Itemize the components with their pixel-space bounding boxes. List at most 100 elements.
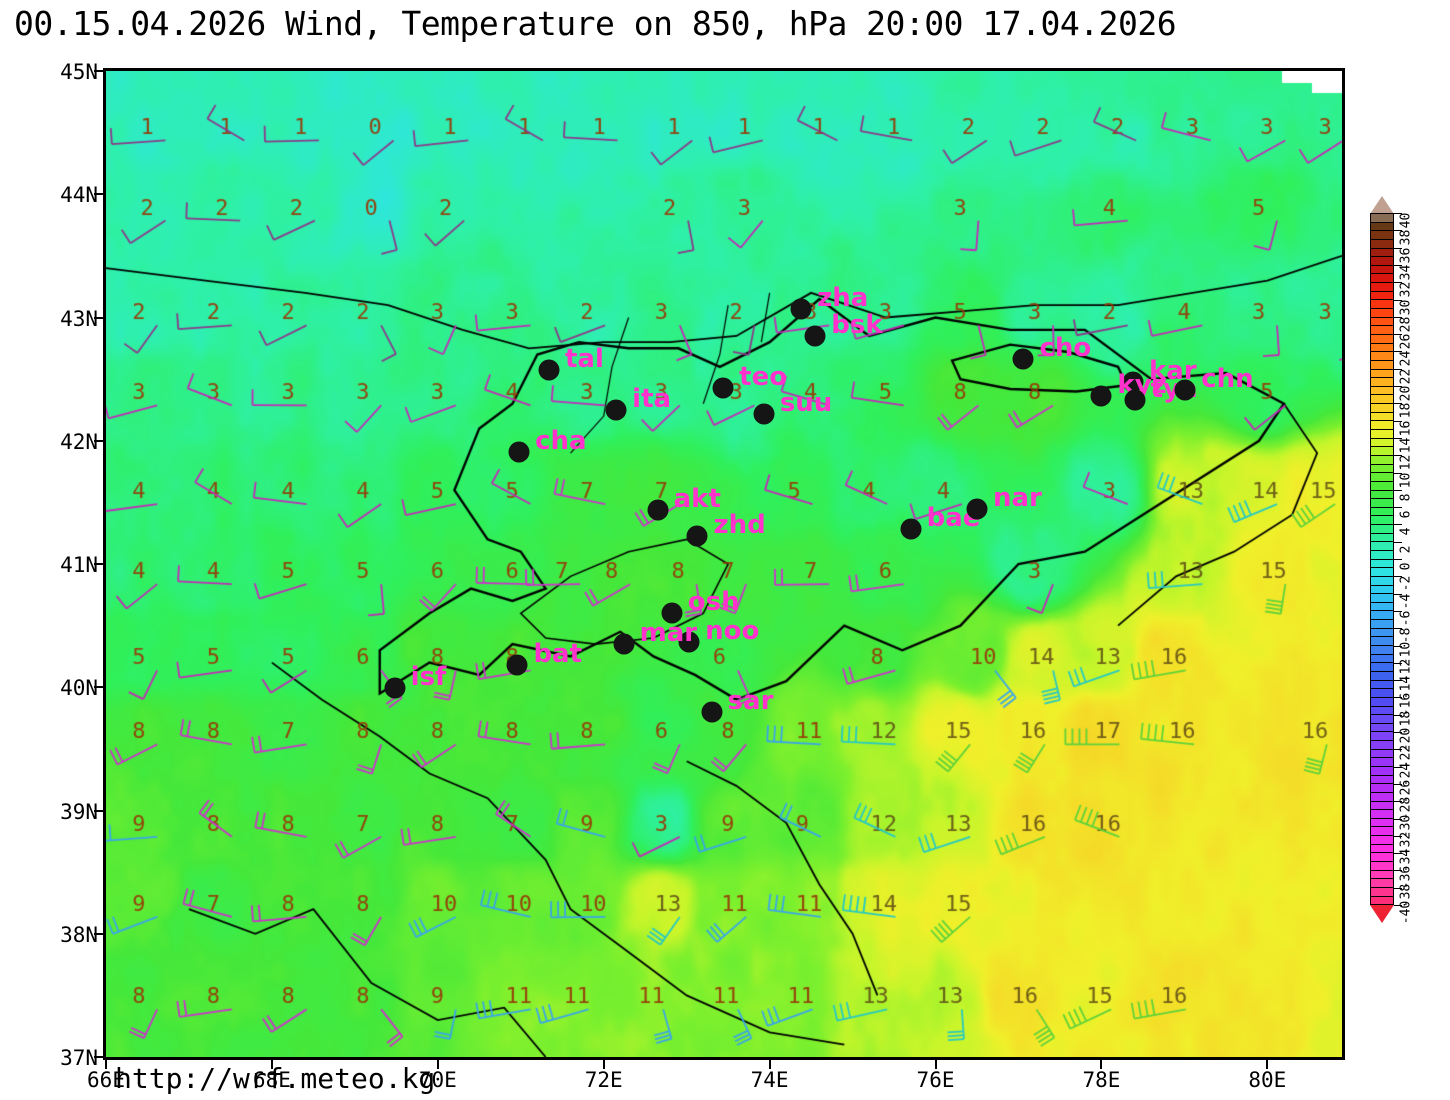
lon-tick-label: 80E (1248, 1068, 1287, 1092)
colorbar-under-arrow (1370, 905, 1394, 923)
colorbar-cell (1371, 309, 1393, 318)
colorbar-tick (1394, 213, 1402, 214)
city-marker-bat[interactable] (506, 654, 528, 676)
colorbar-tick-label: 8 (1398, 493, 1414, 502)
colorbar-cell (1371, 767, 1393, 776)
city-marker-tal[interactable] (538, 359, 560, 381)
city-marker-nar[interactable] (966, 498, 988, 520)
colorbar-tick (1394, 247, 1402, 249)
colorbar-cell (1371, 542, 1393, 551)
city-marker-tya[interactable] (1124, 389, 1146, 411)
city-marker-kar[interactable] (1122, 371, 1144, 393)
colorbar-tick-label: 32 (1398, 281, 1414, 298)
city-marker-isf[interactable] (384, 677, 406, 699)
city-marker-suu[interactable] (753, 403, 775, 425)
colorbar-tick (1394, 334, 1402, 336)
colorbar-tick-label: 30 (1398, 299, 1414, 315)
colorbar-tick (1394, 524, 1402, 526)
city-label-chn: chn (1201, 364, 1254, 395)
colorbar-cell (1371, 741, 1393, 750)
colorbar-cell (1371, 231, 1393, 240)
colorbar-cell (1371, 516, 1393, 526)
colorbar-tick (1394, 316, 1402, 318)
city-marker-cha[interactable] (508, 441, 530, 463)
city-marker-sar[interactable] (701, 701, 723, 723)
colorbar-cell (1371, 585, 1393, 595)
lon-tick-label: 74E (750, 1068, 789, 1092)
lat-tick-label: 38N (60, 922, 98, 947)
colorbar-tick (1394, 437, 1402, 439)
lon-tick-mark (105, 1060, 107, 1069)
colorbar-cell (1371, 421, 1393, 431)
colorbar-cell (1371, 697, 1393, 707)
colorbar-tick (1394, 766, 1402, 768)
colorbar-tick (1394, 559, 1402, 560)
colorbar-cell (1371, 404, 1393, 413)
colorbar-cell (1371, 257, 1393, 266)
city-marker-bae[interactable] (900, 518, 922, 540)
colorbar-tick (1394, 749, 1402, 751)
colorbar-tick-label: 16 (1398, 420, 1414, 436)
colorbar-cell (1371, 576, 1393, 586)
city-marker-noo[interactable] (678, 631, 700, 653)
lat-tick-mark (94, 932, 103, 935)
colorbar-cell (1371, 473, 1393, 482)
colorbar-cell (1371, 732, 1393, 742)
city-label-ita: ita (632, 383, 672, 414)
city-marker-teo[interactable] (712, 377, 734, 399)
city-marker-ita[interactable] (605, 399, 627, 421)
colorbar-cell (1371, 715, 1393, 724)
colorbar-tick (1394, 472, 1402, 474)
colorbar-cell (1371, 550, 1393, 560)
colorbar-tick-label: 36 (1398, 247, 1414, 263)
city-marker-akt[interactable] (647, 499, 669, 521)
city-marker-kyz[interactable] (1090, 385, 1112, 407)
temperature-colorbar[interactable]: 40 38 36 34 32 30 28 26 24 22 20 18 16 14 12 10 8 6 4 2 0 -2-… (1370, 196, 1448, 924)
city-marker-zhd[interactable] (686, 525, 708, 547)
colorbar-tick-label: 14 (1398, 437, 1414, 454)
lon-tick-mark (1100, 1060, 1103, 1069)
colorbar-ticks: 40 38 36 34 32 30 28 26 24 22 20 18 16 14 12 10 8 6 4 2 0 -2-… (1394, 213, 1414, 924)
city-marker-zha[interactable] (790, 298, 812, 320)
colorbar-cell (1371, 827, 1393, 837)
colorbar-tick-label: 6 (1398, 510, 1414, 519)
colorbar-cell (1371, 671, 1393, 681)
colorbar-tick (1394, 887, 1402, 889)
colorbar-tick (1394, 351, 1402, 353)
colorbar-tick (1394, 783, 1402, 785)
colorbar-cell (1371, 395, 1393, 405)
colorbar-tick (1394, 853, 1402, 855)
colorbar-tick-label: 24 (1398, 351, 1414, 367)
colorbar-cell (1371, 378, 1393, 387)
city-label-teo: teo (739, 361, 788, 392)
city-marker-bsk[interactable] (804, 325, 826, 347)
lon-tick-label: 66E (87, 1068, 125, 1092)
city-marker-chn[interactable] (1174, 379, 1196, 401)
colorbar-cell (1371, 481, 1393, 491)
city-marker-cho[interactable] (1012, 348, 1034, 370)
colorbar-cell (1371, 663, 1393, 672)
colorbar-cell (1371, 369, 1393, 379)
colorbar-cell (1371, 844, 1393, 854)
colorbar-cell (1371, 274, 1393, 284)
wind-barbs-canvas (106, 71, 1342, 1057)
city-marker-osh[interactable] (661, 602, 683, 624)
city-marker-mar[interactable] (613, 633, 635, 655)
colorbar-cell (1371, 291, 1393, 301)
colorbar-tick (1394, 507, 1402, 509)
colorbar-cell (1371, 455, 1393, 465)
colorbar-tick-label: -4 (1398, 593, 1414, 609)
colorbar-cell (1371, 430, 1393, 439)
colorbar-cell (1371, 758, 1393, 767)
colorbar-cell (1371, 879, 1393, 888)
source-url[interactable]: http://wrf.meteo.kg (115, 1062, 436, 1095)
lon-tick-label: 70E (418, 1068, 457, 1092)
map-plot-area[interactable]: zhabsktalitateosuuchokarkyztyachnchaaktz… (103, 68, 1345, 1060)
colorbar-cell (1371, 801, 1393, 811)
lat-tick-mark (94, 809, 103, 812)
colorbar-tick-label: -40 (1398, 900, 1414, 925)
colorbar-cell (1371, 792, 1393, 802)
colorbar-tick-label: 12 (1398, 454, 1414, 471)
colorbar-cell (1371, 775, 1393, 785)
city-label-bsk: bsk (831, 309, 883, 340)
